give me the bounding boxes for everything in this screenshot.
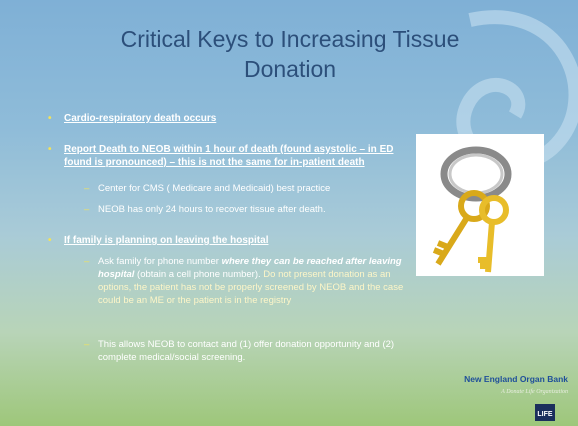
text-run: (obtain a cell phone number).: [134, 269, 263, 280]
slide: Critical Keys to Increasing Tissue Donat…: [0, 0, 578, 426]
keys-image: [416, 134, 544, 276]
logo: LIFE: [535, 404, 555, 421]
text-run: Ask family for phone number: [98, 256, 222, 267]
keys-illustration: [416, 134, 544, 276]
sub-bullet: Center for CMS ( Medicare and Medicaid) …: [98, 182, 416, 195]
sub-bullet: Ask family for phone number where they c…: [98, 255, 416, 307]
slide-title: Critical Keys to Increasing Tissue Donat…: [120, 24, 460, 84]
tagline: A Donate Life Organization: [410, 389, 568, 395]
bullet: Report Death to NEOB within 1 hour of de…: [64, 143, 419, 169]
sub-bullet: This allows NEOB to contact and (1) offe…: [98, 338, 416, 364]
org-name: New England Organ Bank: [410, 374, 568, 384]
bullet: Cardio-respiratory death occurs: [64, 112, 419, 125]
sub-bullet: NEOB has only 24 hours to recover tissue…: [98, 203, 416, 216]
bullet: If family is planning on leaving the hos…: [64, 234, 419, 247]
